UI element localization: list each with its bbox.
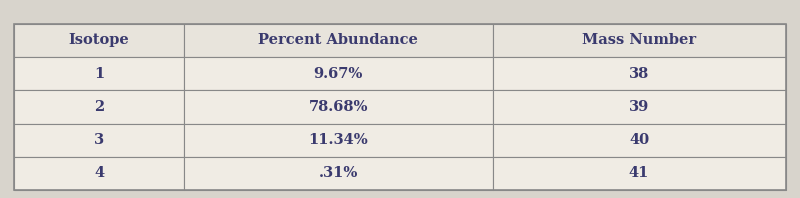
Text: 39: 39 [629,100,649,114]
Bar [184,24,493,57]
Text: 4: 4 [94,167,104,180]
Text: 2: 2 [94,100,104,114]
Text: 11.34%: 11.34% [309,133,368,147]
Text: 1: 1 [94,67,104,81]
Text: 41: 41 [629,167,650,180]
Text: 9.67%: 9.67% [314,67,363,81]
Bar [493,24,786,57]
Text: 40: 40 [629,133,649,147]
Bar [184,57,493,90]
Bar [14,157,184,190]
Text: Mass Number: Mass Number [582,33,696,47]
Bar [184,124,493,157]
Bar [493,57,786,90]
Bar [14,90,184,124]
Bar [493,157,786,190]
Text: 78.68%: 78.68% [309,100,368,114]
Bar [184,157,493,190]
Bar [14,24,786,190]
Bar [14,124,184,157]
Bar [14,57,184,90]
Bar [184,90,493,124]
Bar [493,90,786,124]
Text: Isotope: Isotope [69,33,130,47]
Text: 3: 3 [94,133,104,147]
Text: 38: 38 [629,67,649,81]
Bar [14,24,184,57]
Text: Percent Abundance: Percent Abundance [258,33,418,47]
Bar [493,124,786,157]
Text: .31%: .31% [318,167,358,180]
